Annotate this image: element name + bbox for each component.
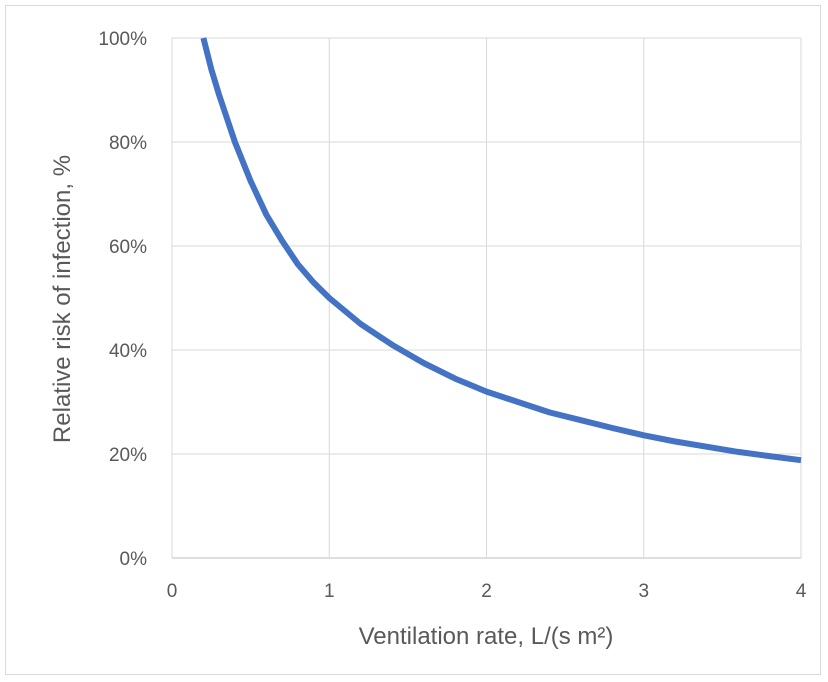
y-tick-label: 40% <box>109 341 147 362</box>
x-tick-label: 3 <box>638 581 649 602</box>
x-axis-title: Ventilation rate, L/(s m²) <box>359 623 614 650</box>
y-tick-label: 100% <box>98 29 147 50</box>
series-line <box>200 37 802 464</box>
x-tick-label: 0 <box>167 581 178 602</box>
y-tick-label: 0% <box>120 549 148 570</box>
y-tick-labels: 0% 20% 40% 60% 80% 100% <box>98 29 147 570</box>
gridlines <box>171 37 802 559</box>
y-tick-label: 80% <box>109 133 147 154</box>
x-tick-labels: 0 1 2 3 4 <box>167 581 807 602</box>
chart-frame <box>5 5 821 675</box>
x-tick-label: 4 <box>796 581 807 602</box>
y-tick-label: 20% <box>109 445 147 466</box>
y-axis-title: Relative risk of infection, % <box>49 155 76 443</box>
series-layer <box>200 37 802 464</box>
y-tick-label: 60% <box>109 237 147 258</box>
x-tick-label: 1 <box>324 581 335 602</box>
x-tick-label: 2 <box>481 581 492 602</box>
